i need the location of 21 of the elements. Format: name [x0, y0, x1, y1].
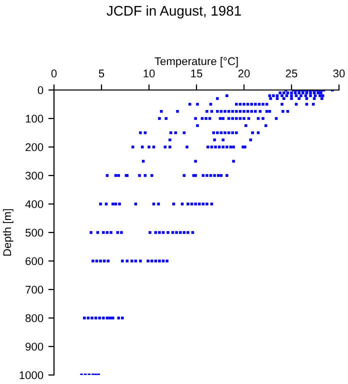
x-tick-label: 30: [333, 70, 345, 78]
x-tick-label: 25: [286, 70, 298, 78]
y-tick-label: 900: [26, 342, 44, 351]
y-tick-label: 200: [26, 143, 44, 152]
y-axis-title: Depth [m]: [2, 209, 14, 256]
x-tick-label: 10: [144, 70, 155, 78]
y-tick-label: 400: [25, 200, 44, 208]
x-axis-title: Temperature [°C]: [154, 57, 238, 68]
y-tick-label: 600: [26, 257, 44, 266]
y-tick-label: 700: [26, 286, 44, 294]
y-tick-label: 500: [25, 228, 44, 237]
x-tick-label: 15: [191, 70, 202, 78]
chart-title: JCDF in August, 1981: [106, 6, 241, 18]
x-tick-label: 0: [51, 70, 57, 78]
y-tick-label: 1000: [20, 371, 44, 380]
y-tick-label: 300: [25, 172, 44, 180]
y-tick-label: 100: [26, 114, 44, 123]
y-tick-label: 800: [26, 314, 44, 322]
y-tick-label: 0: [38, 86, 44, 94]
x-tick-label: 20: [238, 70, 250, 78]
x-tick-label: 5: [98, 70, 104, 78]
